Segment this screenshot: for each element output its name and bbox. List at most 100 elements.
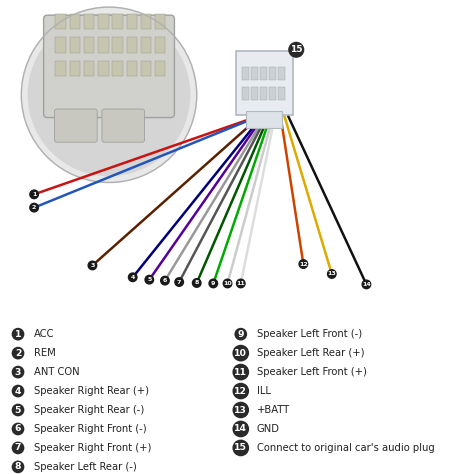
FancyBboxPatch shape [246, 111, 282, 128]
Text: Speaker Left Front (+): Speaker Left Front (+) [257, 367, 367, 377]
FancyBboxPatch shape [84, 61, 94, 76]
FancyBboxPatch shape [127, 61, 137, 76]
FancyBboxPatch shape [112, 37, 123, 53]
Text: 7: 7 [15, 444, 21, 452]
Text: 15: 15 [290, 46, 302, 54]
Text: 10: 10 [223, 281, 232, 286]
Text: 15: 15 [234, 444, 247, 452]
FancyBboxPatch shape [127, 14, 137, 29]
FancyBboxPatch shape [242, 87, 249, 100]
Text: 6: 6 [15, 425, 21, 433]
Text: Connect to original car's audio plug: Connect to original car's audio plug [257, 443, 435, 453]
FancyBboxPatch shape [155, 37, 165, 53]
FancyBboxPatch shape [278, 87, 285, 100]
FancyBboxPatch shape [112, 61, 123, 76]
Text: ACC: ACC [34, 329, 55, 339]
Circle shape [175, 278, 183, 286]
Text: 6: 6 [163, 278, 167, 283]
FancyBboxPatch shape [155, 61, 165, 76]
FancyBboxPatch shape [112, 14, 123, 29]
FancyBboxPatch shape [251, 67, 258, 80]
Text: 1: 1 [32, 192, 36, 197]
FancyBboxPatch shape [242, 67, 249, 80]
FancyBboxPatch shape [55, 14, 66, 29]
Text: Speaker Right Rear (+): Speaker Right Rear (+) [34, 386, 149, 396]
Text: REM: REM [34, 348, 56, 358]
Text: Speaker Left Front (-): Speaker Left Front (-) [257, 329, 362, 339]
Text: 12: 12 [299, 262, 308, 266]
FancyBboxPatch shape [141, 37, 151, 53]
FancyBboxPatch shape [141, 61, 151, 76]
Circle shape [223, 279, 232, 288]
Circle shape [362, 280, 371, 289]
Circle shape [192, 279, 201, 287]
FancyBboxPatch shape [269, 67, 276, 80]
Circle shape [328, 270, 336, 278]
Text: ANT CON: ANT CON [34, 367, 80, 377]
FancyBboxPatch shape [251, 87, 258, 100]
Text: 12: 12 [234, 387, 247, 395]
Text: 7: 7 [177, 280, 182, 284]
Text: 8: 8 [15, 463, 21, 471]
FancyBboxPatch shape [155, 14, 165, 29]
FancyBboxPatch shape [141, 14, 151, 29]
Circle shape [21, 7, 197, 182]
Text: Speaker Right Front (+): Speaker Right Front (+) [34, 443, 152, 453]
Text: 13: 13 [234, 406, 247, 414]
FancyBboxPatch shape [102, 109, 145, 142]
Text: 2: 2 [15, 349, 21, 357]
Text: 9: 9 [237, 330, 244, 338]
Text: 3: 3 [90, 263, 95, 268]
Circle shape [237, 279, 245, 288]
FancyBboxPatch shape [70, 14, 80, 29]
FancyBboxPatch shape [70, 61, 80, 76]
FancyBboxPatch shape [236, 51, 293, 115]
Text: ILL: ILL [257, 386, 271, 396]
Text: 4: 4 [15, 387, 21, 395]
Text: 5: 5 [147, 277, 152, 282]
Circle shape [28, 14, 190, 175]
Circle shape [88, 261, 97, 270]
Text: 5: 5 [15, 406, 21, 414]
FancyBboxPatch shape [260, 67, 267, 80]
FancyBboxPatch shape [44, 15, 174, 118]
Text: 14: 14 [362, 282, 371, 287]
Circle shape [299, 260, 308, 268]
Text: 3: 3 [15, 368, 21, 376]
Text: 14: 14 [234, 425, 247, 433]
Text: 13: 13 [328, 272, 336, 276]
Circle shape [30, 203, 38, 212]
Text: 10: 10 [234, 349, 247, 357]
Text: 11: 11 [234, 368, 247, 376]
FancyBboxPatch shape [269, 87, 276, 100]
Text: 9: 9 [211, 281, 216, 286]
FancyBboxPatch shape [278, 67, 285, 80]
FancyBboxPatch shape [55, 109, 97, 142]
FancyBboxPatch shape [55, 61, 66, 76]
Text: 4: 4 [130, 275, 135, 280]
Circle shape [209, 279, 218, 288]
Circle shape [145, 275, 154, 284]
Text: 1: 1 [15, 330, 21, 338]
FancyBboxPatch shape [55, 37, 66, 53]
FancyBboxPatch shape [98, 61, 109, 76]
FancyBboxPatch shape [98, 14, 109, 29]
Text: Speaker Left Rear (+): Speaker Left Rear (+) [257, 348, 365, 358]
Text: Speaker Right Front (-): Speaker Right Front (-) [34, 424, 147, 434]
FancyBboxPatch shape [260, 87, 267, 100]
FancyBboxPatch shape [70, 37, 80, 53]
Circle shape [30, 190, 38, 199]
FancyBboxPatch shape [84, 14, 94, 29]
Circle shape [161, 276, 169, 285]
Text: 2: 2 [32, 205, 36, 210]
Text: GND: GND [257, 424, 280, 434]
Circle shape [128, 273, 137, 282]
Text: 11: 11 [237, 281, 245, 286]
FancyBboxPatch shape [127, 37, 137, 53]
Text: +BATT: +BATT [257, 405, 290, 415]
Text: Speaker Right Rear (-): Speaker Right Rear (-) [34, 405, 145, 415]
FancyBboxPatch shape [84, 37, 94, 53]
Text: Speaker Left Rear (-): Speaker Left Rear (-) [34, 462, 137, 472]
FancyBboxPatch shape [98, 37, 109, 53]
Text: 8: 8 [194, 281, 199, 285]
